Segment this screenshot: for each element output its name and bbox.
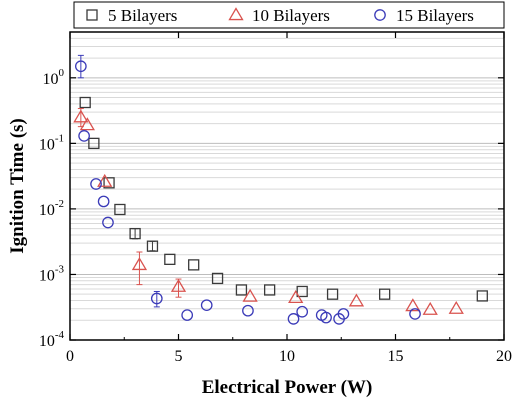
data-point	[337, 308, 350, 320]
data-point	[242, 288, 258, 302]
series-circle	[75, 54, 421, 325]
data-point	[79, 117, 95, 131]
data-point	[97, 195, 110, 208]
data-point	[288, 290, 304, 304]
x-tick-label: 5	[175, 348, 183, 365]
legend-marker	[374, 9, 386, 21]
data-point	[181, 309, 194, 321]
y-tick-label: 10-2	[39, 198, 64, 219]
data-point	[88, 137, 100, 150]
y-tick-label: 100	[43, 67, 65, 88]
series-square	[79, 96, 488, 302]
legend-marker	[86, 9, 98, 21]
data-point	[378, 288, 391, 300]
legend-box	[73, 1, 505, 29]
y-tick-label: 10-3	[39, 263, 65, 284]
data-point	[326, 288, 339, 300]
data-point	[296, 305, 309, 318]
data-point	[129, 227, 141, 240]
legend-marker	[228, 7, 244, 21]
data-point	[200, 299, 213, 312]
data-marks	[73, 54, 488, 325]
data-point	[320, 311, 332, 324]
data-point	[97, 173, 113, 187]
data-point	[348, 293, 365, 307]
y-axis-title: Ignition Time (s)	[7, 118, 28, 254]
x-tick-label: 15	[388, 348, 404, 365]
data-point	[131, 257, 148, 271]
data-point	[114, 203, 126, 216]
data-point	[188, 259, 200, 271]
data-point	[242, 304, 254, 317]
x-tick-label: 20	[496, 348, 512, 365]
legend-label: 15 Bilayers	[396, 6, 474, 25]
data-point	[409, 308, 421, 320]
data-point	[170, 278, 187, 292]
data-point	[476, 290, 488, 302]
data-point	[164, 253, 176, 265]
data-point	[235, 284, 248, 296]
grid	[70, 31, 504, 341]
data-point	[90, 178, 102, 190]
data-point	[75, 60, 87, 73]
x-tick-label: 10	[279, 348, 295, 365]
data-point	[103, 177, 115, 189]
data-point	[287, 313, 300, 325]
data-point	[405, 298, 421, 312]
data-point	[422, 301, 438, 315]
y-tick-label: 10-4	[39, 329, 65, 350]
data-point	[211, 272, 224, 285]
data-point	[448, 300, 464, 314]
y-tick-label: 10-1	[39, 132, 64, 153]
series-triangle	[73, 108, 464, 315]
data-point	[296, 285, 308, 298]
x-axis-title: Electrical Power (W)	[202, 377, 373, 398]
data-point	[150, 292, 163, 305]
data-point	[146, 240, 159, 252]
data-point	[263, 284, 276, 296]
data-point	[78, 130, 90, 142]
legend-label: 5 Bilayers	[108, 6, 177, 25]
data-point	[79, 96, 91, 109]
legend: 5 Bilayers 10 Bilayers 15 Bilayers	[73, 1, 505, 29]
data-point	[73, 109, 89, 123]
data-point	[102, 216, 114, 229]
axes: 0 5 10 15 20 10-4 10-3 10-2 10-1 100	[39, 32, 512, 365]
x-tick-label: 0	[66, 348, 74, 365]
legend-label: 10 Bilayers	[252, 6, 330, 25]
